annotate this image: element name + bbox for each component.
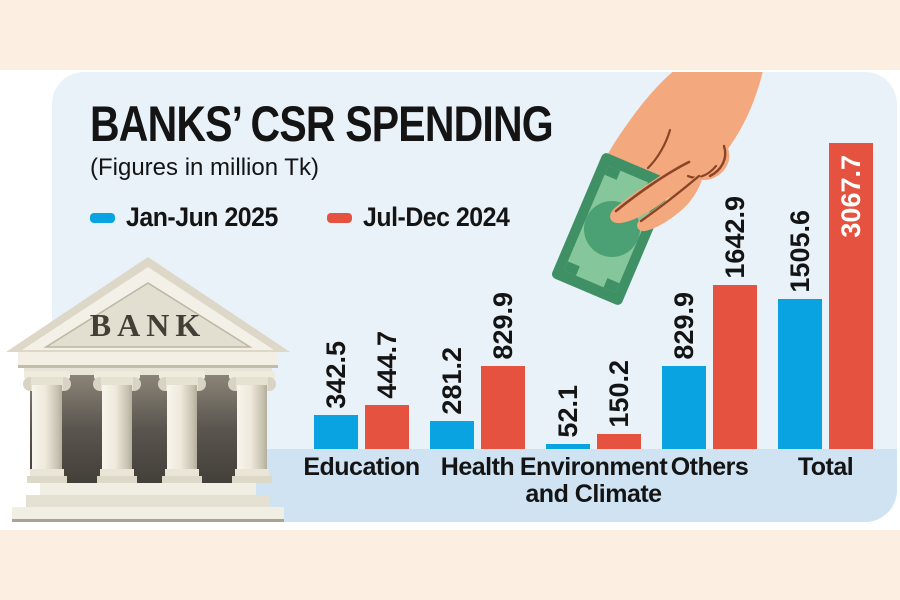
top-cream-band (0, 0, 900, 70)
bar-value-label: 3067.7 (835, 155, 866, 238)
bar-value-label-wrap: 829.9 (662, 292, 706, 360)
legend-swatch-icon (90, 212, 115, 223)
chart-title: BANKS’ CSR SPENDING (90, 96, 554, 152)
legend-item-0: Jan-Jun 2025 (90, 202, 291, 233)
bar-value-label-wrap: 281.2 (430, 347, 474, 415)
bar-others-jul-dec-2024 (713, 285, 757, 449)
bar-health-jan-jun-2025 (430, 421, 474, 449)
bar-health-jul-dec-2024 (481, 366, 525, 449)
category-label-health: Health (440, 453, 515, 481)
legend-label: Jul-Dec 2024 (363, 202, 510, 232)
bar-value-label: 444.7 (371, 331, 402, 399)
chart-layer: 342.5 444.7 Education 281.2 829.9 Health 52.1 1… (52, 72, 897, 522)
bar-value-label-wrap: 444.7 (365, 331, 409, 399)
chart-subtitle: (Figures in million Tk) (90, 154, 319, 181)
bar-total-jul-dec-2024 (829, 143, 873, 449)
bar-education-jul-dec-2024 (365, 405, 409, 449)
bar-value-label-wrap: 1505.6 (778, 210, 822, 293)
bar-value-label-wrap: 150.2 (597, 360, 641, 428)
hand-giving-money-icon (552, 72, 763, 305)
legend-item-1: Jul-Dec 2024 (327, 202, 522, 233)
bar-value-label: 829.9 (668, 292, 699, 360)
category-label-environment-and-climate: Environment and Climate (519, 453, 668, 508)
bottom-cream-band (0, 530, 900, 600)
bar-value-label: 342.5 (320, 341, 351, 409)
bar-others-jan-jun-2025 (662, 366, 706, 449)
bar-environment-and-climate-jan-jun-2025 (546, 444, 590, 449)
bar-value-label: 829.9 (487, 292, 518, 360)
bar-value-label-wrap: 3067.7 (829, 155, 873, 238)
legend: Jan-Jun 2025 Jul-Dec 2024 (90, 202, 522, 233)
category-label-education: Education (303, 453, 420, 481)
bar-value-label-wrap: 1642.9 (713, 196, 757, 279)
bar-environment-and-climate-jul-dec-2024 (597, 434, 641, 449)
bar-value-label-wrap: 829.9 (481, 292, 525, 360)
bar-value-label: 1642.9 (719, 196, 750, 279)
bank-columns (23, 371, 276, 483)
bank-sign-text: BANK (90, 307, 206, 343)
bar-value-label: 52.1 (552, 385, 583, 438)
category-label-others: Others (670, 453, 749, 481)
bank-building-icon: BANK (6, 257, 290, 522)
bar-value-label: 1505.6 (784, 210, 815, 293)
bar-total-jan-jun-2025 (778, 299, 822, 449)
bar-education-jan-jun-2025 (314, 415, 358, 449)
category-label-total: Total (797, 453, 854, 481)
legend-swatch-icon (327, 212, 353, 223)
bar-value-label: 150.2 (603, 360, 634, 428)
bar-value-label-wrap: 52.1 (546, 385, 590, 438)
bar-value-label-wrap: 342.5 (314, 341, 358, 409)
legend-label: Jan-Jun 2025 (126, 202, 278, 232)
bar-value-label: 281.2 (436, 347, 467, 415)
